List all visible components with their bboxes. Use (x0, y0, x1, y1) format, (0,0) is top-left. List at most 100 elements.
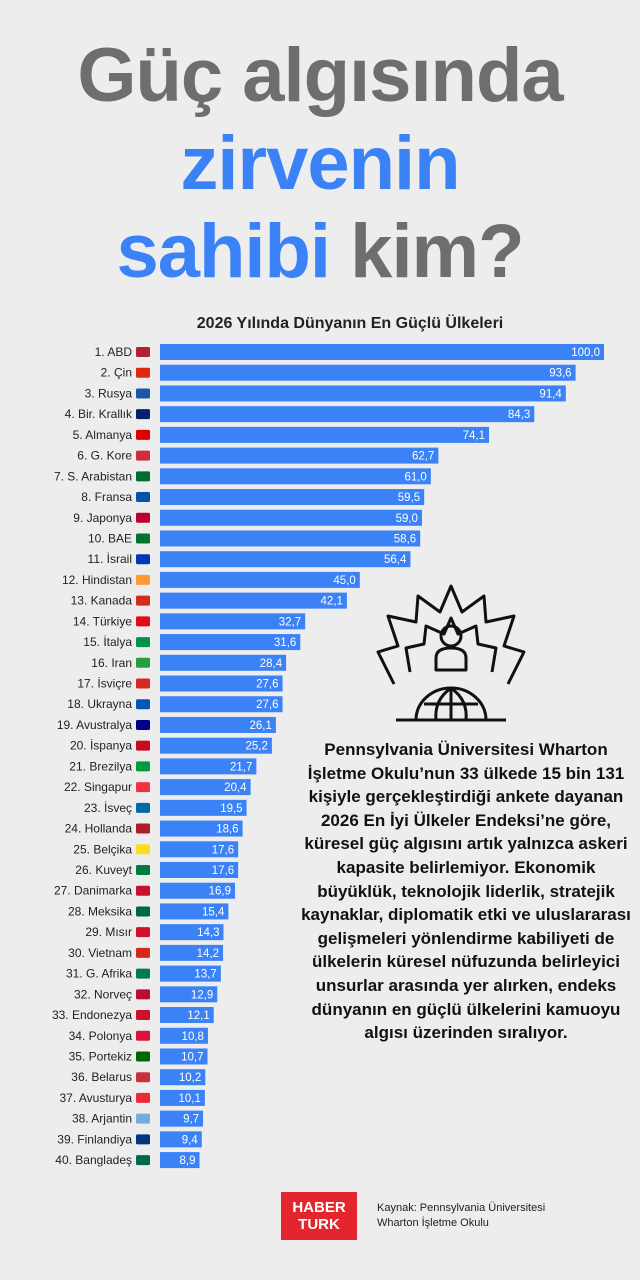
category-label: 38. Arjantin (72, 1112, 132, 1126)
category-label: 14. Türkiye (73, 614, 132, 628)
flag-icon (136, 823, 150, 834)
headline-highlight: sahibi (116, 209, 331, 294)
flag-icon (136, 740, 150, 751)
value-label: 17,6 (212, 865, 234, 877)
flag-icon (136, 1113, 150, 1124)
flag-icon (136, 802, 150, 813)
bar (160, 924, 224, 941)
category-label: 21. Brezilya (69, 759, 132, 773)
value-label: 56,4 (384, 554, 407, 566)
flag-icon (136, 761, 150, 772)
flag-icon (136, 1051, 150, 1062)
category-label: 13. Kanada (71, 594, 133, 608)
bar (160, 551, 411, 568)
category-label: 24. Hollanda (65, 822, 133, 836)
bar (160, 468, 431, 485)
flag-icon (136, 409, 150, 420)
category-label: 18. Ukrayna (67, 697, 132, 711)
category-label: 35. Portekiz (69, 1049, 132, 1063)
bar (160, 716, 276, 733)
bar (160, 406, 535, 423)
bar (160, 613, 306, 630)
category-label: 31. G. Afrika (66, 967, 132, 981)
value-label: 32,7 (279, 616, 301, 628)
bar (160, 509, 422, 526)
value-label: 18,6 (216, 824, 238, 836)
category-label: 29. Mısır (85, 925, 132, 939)
value-label: 21,7 (230, 761, 252, 773)
value-label: 16,9 (209, 886, 231, 898)
category-label: 19. Avustralya (57, 718, 132, 732)
category-label: 9. Japonya (73, 511, 132, 525)
category-label: 16. Iran (91, 656, 132, 670)
category-label: 8. Fransa (81, 490, 132, 504)
flag-icon (136, 533, 150, 544)
value-label: 62,7 (412, 451, 434, 463)
value-label: 19,5 (220, 803, 242, 815)
bar (160, 799, 247, 816)
bar (160, 965, 221, 982)
value-label: 9,7 (183, 1114, 199, 1126)
flag-icon (136, 450, 150, 461)
category-label: 28. Meksika (68, 904, 132, 918)
flag-icon (136, 637, 150, 648)
flag-icon (136, 492, 150, 503)
chart-title: 2026 Yılında Dünyanın En Güçlü Ülkeleri (196, 315, 504, 332)
flag-icon (136, 844, 150, 855)
value-label: 45,0 (333, 575, 355, 587)
flag-icon (136, 719, 150, 730)
source-line-2: Wharton İşletme Okulu (377, 1217, 489, 1229)
value-label: 42,1 (321, 596, 343, 608)
category-label: 37. Avusturya (60, 1091, 133, 1105)
category-label: 2. Çin (101, 366, 132, 380)
category-label: 4. Bir. Krallık (65, 407, 133, 421)
headline-line-3: sahibi kim? (0, 214, 640, 290)
flag-icon (136, 1092, 150, 1103)
flag-icon (136, 947, 150, 958)
bar (160, 1069, 206, 1086)
category-label: 10. BAE (88, 531, 132, 545)
value-label: 14,3 (197, 927, 219, 939)
flag-icon (136, 595, 150, 606)
value-label: 14,2 (197, 948, 219, 960)
bar (160, 758, 257, 775)
value-label: 20,4 (224, 782, 247, 794)
flag-icon (136, 1030, 150, 1041)
flag-icon (136, 429, 150, 440)
category-label: 26. Kuveyt (75, 863, 132, 877)
bar (160, 1131, 202, 1148)
logo-line-2: TURK (298, 1216, 340, 1233)
bar (160, 364, 576, 381)
headline-question: kim? (330, 209, 524, 294)
bar (160, 1110, 204, 1127)
category-label: 30. Vietnam (68, 946, 132, 960)
value-label: 27,6 (256, 699, 278, 711)
value-label: 59,5 (398, 492, 420, 504)
bar (160, 530, 421, 547)
flag-icon (136, 989, 150, 1000)
value-label: 15,4 (202, 906, 225, 918)
category-label: 36. Belarus (71, 1070, 132, 1084)
flag-icon (136, 927, 150, 938)
value-label: 9,4 (182, 1134, 199, 1146)
flag-icon (136, 865, 150, 875)
bar (160, 654, 287, 671)
flag-icon (136, 906, 150, 917)
category-label: 33. Endonezya (52, 1008, 132, 1022)
bar (160, 592, 347, 609)
value-label: 10,1 (178, 1093, 200, 1105)
value-label: 31,6 (274, 637, 296, 649)
category-label: 3. Rusya (85, 386, 133, 400)
category-label: 6. G. Kore (77, 449, 132, 463)
value-label: 17,6 (212, 844, 234, 856)
value-label: 12,1 (187, 1010, 209, 1022)
value-label: 93,6 (549, 368, 571, 380)
bar (160, 426, 490, 443)
bar (160, 903, 229, 920)
value-label: 10,2 (179, 1072, 201, 1084)
bar (160, 447, 439, 464)
flag-icon (136, 512, 150, 523)
value-label: 8,9 (180, 1155, 196, 1167)
value-label: 26,1 (249, 720, 271, 732)
value-label: 28,4 (260, 658, 283, 670)
